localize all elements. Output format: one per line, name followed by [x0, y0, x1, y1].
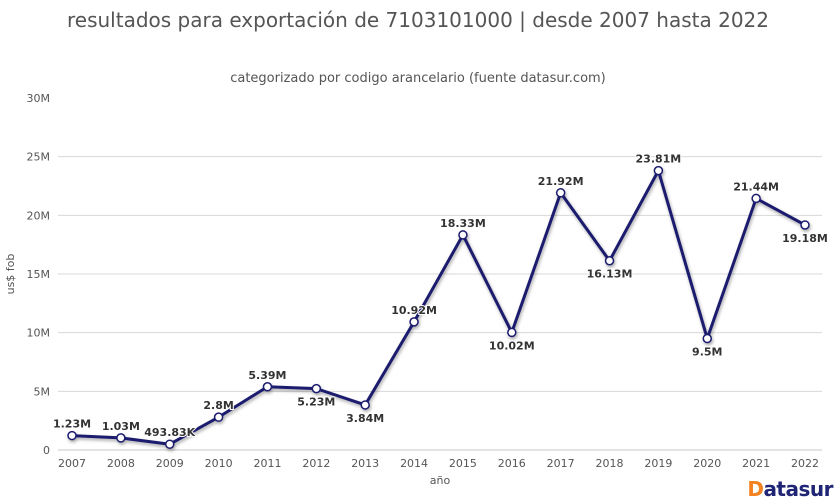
x-tick-label: 2016: [498, 457, 526, 470]
x-tick-label: 2013: [351, 457, 379, 470]
data-point-label: 1.03M: [102, 420, 140, 433]
data-point-marker[interactable]: [262, 382, 273, 392]
data-point-marker[interactable]: [213, 412, 224, 422]
data-point-marker[interactable]: [702, 333, 713, 344]
x-axis-title: año: [430, 474, 451, 487]
data-point-marker[interactable]: [311, 383, 322, 394]
x-tick-label: 2011: [253, 457, 281, 470]
y-tick-label: 30M: [27, 92, 51, 105]
x-tick-label: 2015: [449, 457, 477, 470]
data-point-label: 10.92M: [391, 304, 437, 317]
datasur-logo: Datasur: [747, 479, 833, 499]
data-point-marker[interactable]: [653, 165, 664, 176]
x-tick-label: 2017: [547, 457, 575, 470]
data-point-marker[interactable]: [507, 327, 517, 338]
y-tick-label: 0: [43, 444, 50, 457]
x-tick-label: 2021: [742, 457, 770, 470]
series-line: [70, 169, 807, 446]
x-tick-label: 2009: [156, 457, 184, 470]
series-group: [67, 165, 810, 449]
x-tick-label: 2007: [58, 457, 86, 470]
y-tick-label: 25M: [27, 151, 51, 164]
y-axis-title: us$ fob: [4, 254, 17, 295]
logo-text: atasur: [763, 477, 833, 500]
x-tick-label: 2012: [302, 457, 330, 470]
data-point-marker[interactable]: [116, 433, 126, 443]
data-point-label: 18.33M: [440, 217, 486, 230]
data-point-marker[interactable]: [751, 193, 761, 204]
chart-title: resultados para exportación de 710310100…: [67, 8, 769, 32]
data-point-marker[interactable]: [604, 255, 615, 266]
y-tick-label: 5M: [34, 385, 51, 398]
data-point-label: 16.13M: [587, 268, 633, 281]
x-tick-label: 2019: [644, 457, 672, 470]
data-point-marker[interactable]: [164, 439, 175, 449]
x-tick-label: 2008: [107, 457, 135, 470]
y-tick-label: 10M: [27, 327, 51, 340]
data-point-label: 3.84M: [346, 412, 384, 425]
data-point-label: 9.5M: [692, 346, 722, 359]
data-point-label: 493.83K: [144, 426, 195, 439]
x-tick-label: 2022: [791, 457, 819, 470]
data-point-marker[interactable]: [555, 188, 566, 198]
data-point-label: 21.92M: [538, 175, 584, 188]
x-tick-label: 2014: [400, 457, 428, 470]
data-point-marker[interactable]: [800, 220, 810, 230]
data-point-marker[interactable]: [409, 317, 419, 327]
data-point-marker[interactable]: [458, 230, 468, 240]
y-tick-label: 20M: [27, 209, 51, 222]
data-point-label: 1.23M: [53, 418, 91, 431]
data-point-label: 10.02M: [489, 339, 535, 352]
data-point-label: 21.44M: [733, 180, 779, 193]
data-point-marker[interactable]: [67, 430, 77, 441]
data-point-label: 5.39M: [248, 369, 286, 382]
x-tick-label: 2020: [693, 457, 721, 470]
data-point-label: 23.81M: [636, 153, 682, 166]
data-point-label: 19.18M: [782, 232, 828, 245]
x-tick-label: 2010: [205, 457, 233, 470]
data-point-label: 2.8M: [203, 399, 233, 412]
logo-letter-d: D: [747, 477, 764, 500]
data-point-label: 5.23M: [297, 396, 335, 409]
y-tick-label: 15M: [27, 268, 51, 281]
chart-subtitle: categorizado por codigo arancelario (fue…: [230, 71, 606, 86]
x-tick-label: 2018: [596, 457, 624, 470]
data-point-marker[interactable]: [360, 400, 370, 410]
